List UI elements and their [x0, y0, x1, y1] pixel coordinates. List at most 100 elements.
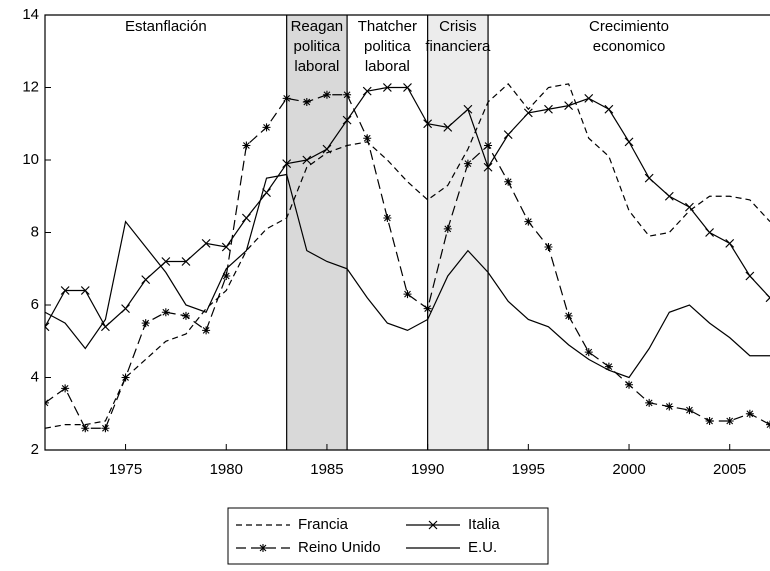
marker	[403, 290, 412, 299]
marker	[382, 83, 392, 92]
marker	[201, 238, 211, 248]
marker	[564, 101, 574, 111]
marker	[765, 293, 770, 303]
period-label: laboral	[294, 58, 339, 75]
marker	[342, 115, 352, 125]
marker	[181, 311, 190, 320]
x-tick-label: 1985	[310, 461, 343, 478]
y-tick-label: 6	[31, 296, 39, 313]
marker	[745, 271, 755, 281]
series	[45, 83, 770, 332]
marker	[584, 93, 594, 103]
marker	[625, 380, 634, 389]
legend-box	[227, 507, 549, 565]
marker	[141, 275, 151, 285]
period-shade	[286, 15, 348, 450]
legend-label: Reino Unido	[298, 539, 381, 556]
legend-label: Francia	[298, 516, 349, 533]
marker	[523, 108, 533, 118]
marker	[745, 409, 754, 418]
marker	[685, 202, 694, 212]
series-line	[45, 94, 770, 429]
marker	[685, 406, 694, 415]
marker	[282, 94, 291, 103]
marker	[262, 123, 271, 132]
series-line	[45, 83, 770, 429]
marker	[665, 402, 674, 411]
marker	[544, 104, 553, 114]
marker	[302, 155, 312, 165]
marker	[504, 177, 513, 186]
marker	[423, 119, 433, 129]
marker	[181, 257, 191, 266]
marker	[705, 228, 715, 237]
y-tick-label: 8	[31, 223, 39, 240]
marker	[483, 162, 493, 172]
marker	[725, 417, 734, 425]
y-tick-label: 14	[22, 6, 39, 23]
period-label: Thatcher	[358, 18, 417, 35]
marker	[564, 311, 573, 320]
marker	[161, 257, 171, 266]
marker	[241, 213, 251, 223]
marker	[503, 130, 513, 140]
marker	[242, 141, 251, 150]
x-tick-label: 1980	[210, 461, 243, 478]
series	[45, 173, 770, 379]
marker	[463, 159, 472, 168]
marker	[645, 398, 654, 407]
marker	[61, 384, 70, 393]
x-tick-label: 2000	[612, 461, 645, 478]
marker	[362, 86, 372, 96]
marker	[766, 420, 770, 429]
marker	[202, 326, 211, 335]
series	[45, 90, 770, 433]
legend-label: E.U.	[468, 539, 497, 556]
marker	[222, 272, 231, 280]
marker	[664, 191, 674, 201]
y-tick-label: 4	[31, 368, 39, 385]
x-tick-label: 1995	[512, 461, 545, 478]
marker	[443, 122, 453, 132]
marker	[45, 398, 49, 407]
marker	[705, 417, 714, 425]
marker	[302, 98, 311, 106]
x-tick-label: 1975	[109, 461, 142, 478]
marker	[45, 322, 50, 332]
marker	[423, 304, 432, 313]
marker	[624, 137, 634, 147]
y-tick-label: 12	[22, 78, 39, 95]
marker	[403, 83, 412, 92]
marker	[343, 90, 352, 99]
period-label: politica	[364, 38, 411, 55]
marker	[544, 243, 553, 251]
marker	[161, 308, 170, 317]
marker	[363, 134, 372, 143]
marker	[604, 104, 614, 114]
series	[45, 83, 770, 429]
marker	[644, 173, 654, 183]
x-tick-label: 1990	[411, 461, 444, 478]
period-label: Reagan	[291, 18, 344, 35]
legend-marker	[428, 520, 438, 530]
marker	[101, 424, 110, 433]
y-tick-label: 2	[31, 441, 39, 458]
y-tick-label: 10	[22, 151, 39, 168]
marker	[121, 373, 130, 382]
marker	[221, 242, 231, 252]
period-label: Estanflación	[125, 18, 207, 35]
period-label: financiera	[425, 38, 491, 55]
marker	[604, 362, 613, 371]
marker	[584, 348, 593, 357]
marker	[383, 214, 392, 222]
marker	[524, 217, 533, 226]
period-label: laboral	[365, 58, 410, 75]
period-label: Crecimiento	[589, 18, 669, 35]
marker	[725, 238, 735, 248]
marker	[121, 304, 130, 314]
period-label: politica	[294, 38, 341, 55]
series-line	[45, 173, 770, 379]
marker	[60, 286, 70, 295]
marker	[80, 286, 90, 295]
